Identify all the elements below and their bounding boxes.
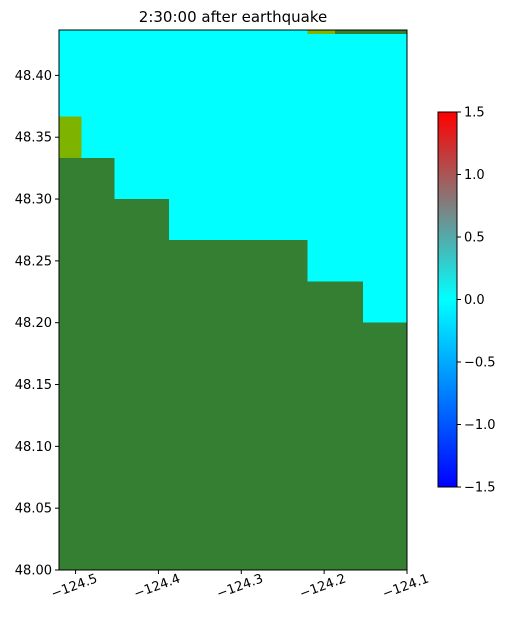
y-tick-label: 48.10	[15, 440, 52, 455]
y-tick-label: 48.05	[15, 502, 52, 517]
x-tick-label: −124.2	[298, 571, 348, 602]
y-tick-label: 48.35	[15, 131, 52, 146]
colorbar-tick-label: −1.0	[464, 418, 496, 433]
colorbar-tick-label: −0.5	[464, 356, 496, 371]
colorbar-bar	[437, 111, 458, 488]
colorbar-tick-label: −1.5	[464, 481, 496, 496]
y-tick-label: 48.00	[15, 564, 52, 579]
y-tick-label: 48.30	[15, 193, 52, 208]
coastal-land-highlight-cell-1	[307, 30, 335, 35]
x-tick-label: −124.5	[49, 571, 99, 602]
land-cell-0	[59, 157, 115, 570]
plot-frame	[58, 29, 408, 571]
colorbar-tick-label: 1.5	[464, 106, 485, 121]
coastal-land-highlight-cell-0	[59, 116, 82, 158]
colorbar-tick-label: 0.5	[464, 231, 485, 246]
y-tick-label: 48.20	[15, 316, 52, 331]
y-tick-label: 48.40	[15, 69, 52, 84]
y-axis: 48.00 48.05 48.10 48.15 48.20 48.25 48.30 48.35…	[15, 69, 59, 579]
land-cell-2	[169, 240, 308, 571]
x-tick-label: −124.4	[132, 571, 182, 602]
land-cell-3	[307, 281, 364, 570]
x-tick-label: −124.1	[381, 571, 431, 602]
colorbar-tick-label: 0.0	[464, 293, 485, 308]
colorbar-axis: −1.5 −1.0 −0.5 0.0 0.5 1.0 1.5	[457, 106, 496, 496]
y-tick-label: 48.15	[15, 378, 52, 393]
plot-area	[59, 30, 407, 571]
x-tick-label: −124.3	[215, 571, 265, 602]
land-cell-4	[363, 322, 407, 570]
y-tick-label: 48.25	[15, 254, 52, 269]
land-cell-5	[334, 30, 407, 35]
land-cell-1	[114, 199, 170, 570]
chart-title: 2:30:00 after earthquake	[139, 8, 327, 26]
x-axis: −124.5 −124.4 −124.3 −124.2 −124.1	[49, 570, 431, 602]
colorbar-tick-label: 1.0	[464, 168, 485, 183]
